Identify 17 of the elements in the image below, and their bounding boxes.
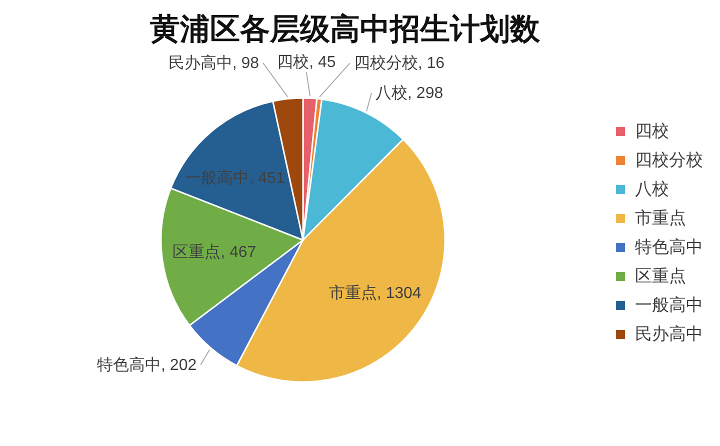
data-label: 八校, 298 <box>376 84 444 102</box>
data-label: 四校, 45 <box>277 53 336 72</box>
legend-label: 民办高中 <box>635 324 703 344</box>
legend-label: 特色高中 <box>635 238 703 256</box>
chart-title: 黄浦区各层级高中招生计划数 <box>150 12 541 46</box>
data-label: 四校分校, 16 <box>354 54 445 72</box>
legend-label: 八校 <box>635 180 669 198</box>
legend-label: 四校分校 <box>635 150 703 170</box>
data-label: 市重点, 1304 <box>328 284 422 302</box>
legend-label: 一般高中 <box>635 296 703 314</box>
data-label: 民办高中, 98 <box>168 54 260 72</box>
data-label: 一般高中, 451 <box>185 168 285 187</box>
legend-label: 区重点 <box>635 266 686 286</box>
legend-label: 四校 <box>635 122 669 140</box>
data-label: 区重点, 467 <box>172 243 256 262</box>
data-label: 特色高中, 202 <box>97 356 197 374</box>
legend-label: 市重点 <box>635 208 686 228</box>
